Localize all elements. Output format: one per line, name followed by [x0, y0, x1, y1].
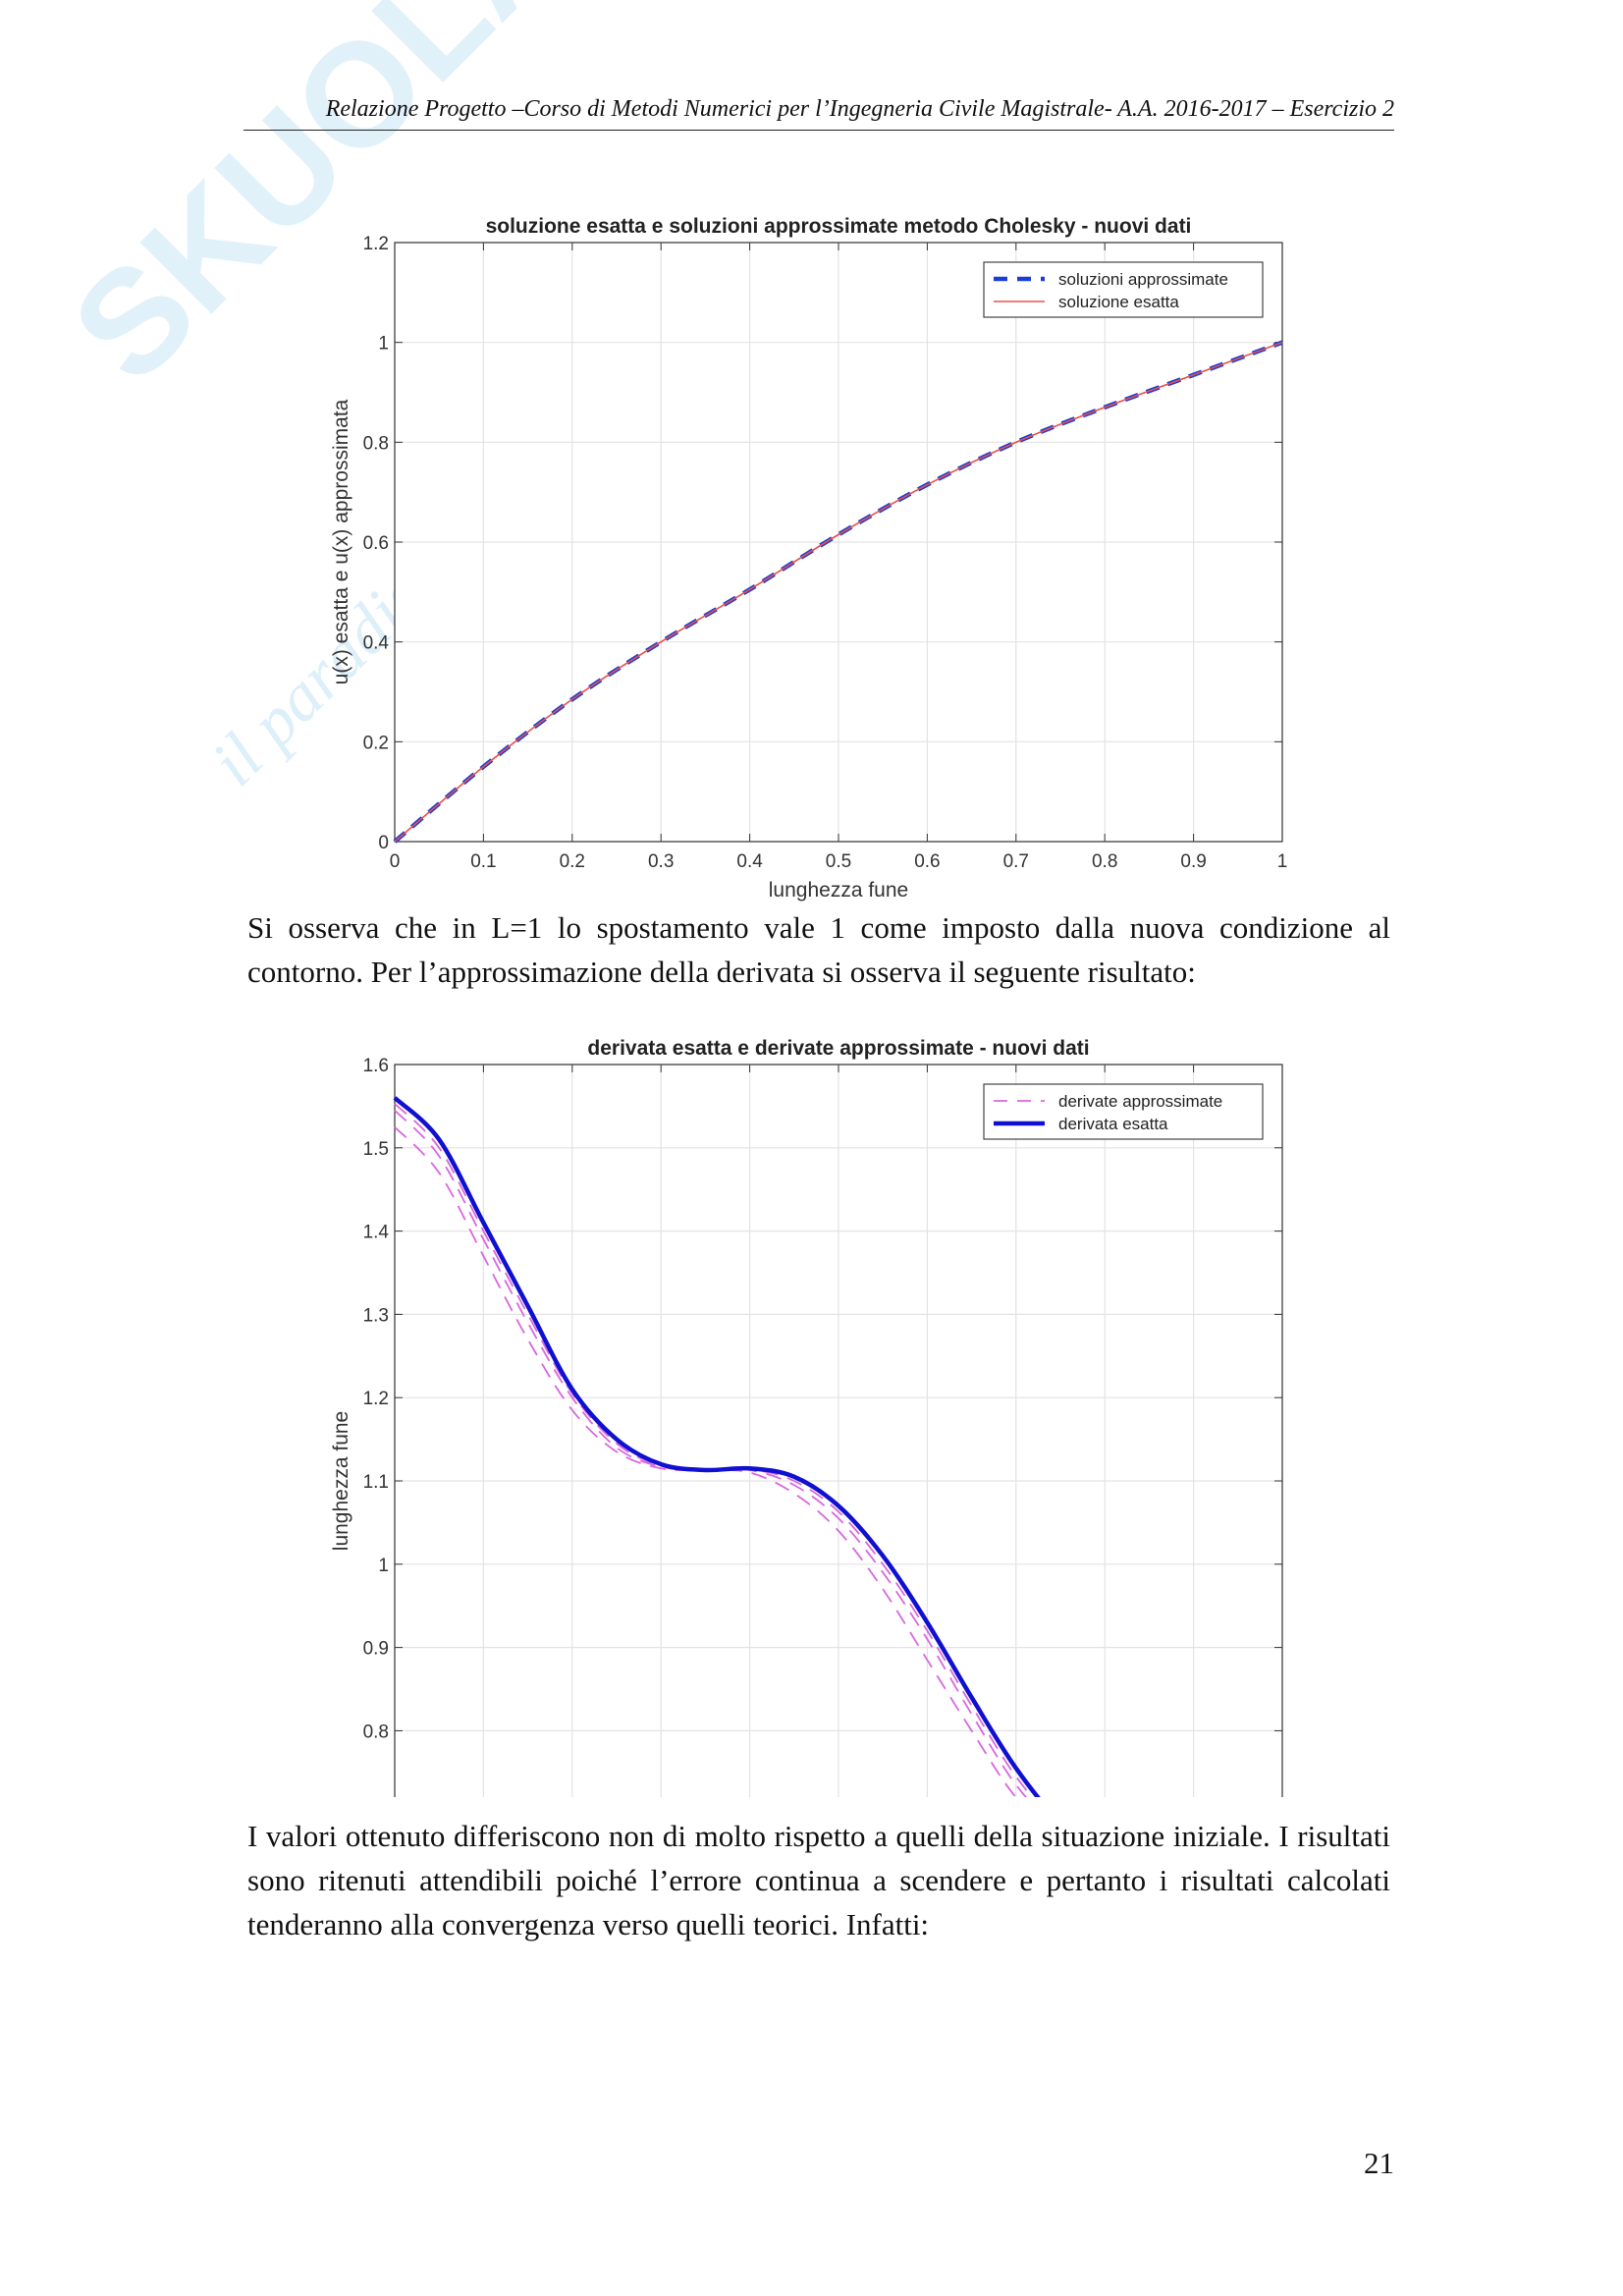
chart-derivative: 00.10.20.30.40.50.60.70.80.910.60.70.80.…: [330, 1037, 1283, 1797]
y-tick-label: 0: [378, 833, 389, 853]
y-tick-label: 0.4: [363, 633, 390, 654]
y-tick-label: 1.6: [363, 1056, 389, 1076]
y-tick-label: 0.6: [363, 533, 389, 554]
paragraph-1: Si osserva che in L=1 lo spostamento val…: [247, 910, 1390, 989]
x-tick-label: 0.4: [736, 851, 763, 872]
y-tick-label: 1.2: [363, 1389, 389, 1409]
y-tick-label: 1.1: [363, 1472, 389, 1493]
x-tick-label: 0.2: [560, 851, 585, 872]
legend-box: [983, 261, 1264, 318]
chart-title: derivata esatta e derivate approssimate …: [587, 1037, 1089, 1060]
x-tick-label: 0.1: [470, 851, 496, 872]
series-line: [394, 1103, 1034, 1797]
legend-box: [983, 1083, 1264, 1140]
legend-label: soluzioni approssimate: [1058, 270, 1228, 289]
series-line: [393, 1096, 1041, 1797]
x-axis-label: lunghezza fune: [769, 879, 908, 902]
y-tick-label: 1: [378, 334, 389, 355]
series-line: [394, 1125, 1017, 1797]
legend-label: derivate approssimate: [1058, 1092, 1222, 1111]
header-rule: [243, 130, 1394, 131]
x-tick-label: 0.6: [914, 851, 940, 872]
y-axis-label: u(x) esatta e u(x) approssimata: [330, 399, 352, 684]
x-tick-label: 0.8: [1092, 851, 1117, 872]
series-line: [394, 1110, 1028, 1797]
x-tick-label: 0: [390, 851, 401, 872]
y-tick-label: 1.3: [363, 1305, 389, 1326]
legend-label: soluzione esatta: [1058, 293, 1179, 311]
y-tick-label: 0.9: [363, 1639, 389, 1660]
y-tick-label: 1.5: [363, 1139, 389, 1160]
paragraph-2: I valori ottenuto differiscono non di mo…: [247, 1819, 1390, 1941]
running-header: Relazione Progetto –Corso di Metodi Nume…: [325, 96, 1394, 122]
plot-frame: [394, 1064, 1283, 1797]
plot-frame: [394, 242, 1283, 843]
x-tick-label: 0.5: [826, 851, 851, 872]
y-tick-label: 1.2: [363, 234, 389, 254]
x-tick-label: 0.9: [1180, 851, 1206, 872]
y-tick-label: 1: [378, 1556, 389, 1576]
legend-label: derivata esatta: [1058, 1115, 1168, 1133]
x-tick-label: 0.3: [648, 851, 674, 872]
chart-solution: 0 0.1 0.2 0.3 0.4 0.5 0.6 0.7 0.8 0.9 1 0 0.2 0.4 0.6 0…: [330, 215, 1288, 902]
x-tick-label: 1: [1277, 851, 1288, 872]
series-line: [394, 341, 1283, 843]
y-axis-label: lunghezza fune: [330, 1411, 352, 1551]
x-tick-label: 0.7: [1003, 851, 1029, 872]
y-tick-label: 1.4: [363, 1223, 390, 1243]
y-tick-label: 0.8: [363, 1722, 389, 1742]
y-tick-label: 0.8: [363, 433, 389, 454]
page-number: 21: [1364, 2146, 1394, 2180]
chart-title: soluzione esatta e soluzioni approssimat…: [486, 215, 1192, 238]
y-tick-label: 0.2: [363, 733, 389, 753]
